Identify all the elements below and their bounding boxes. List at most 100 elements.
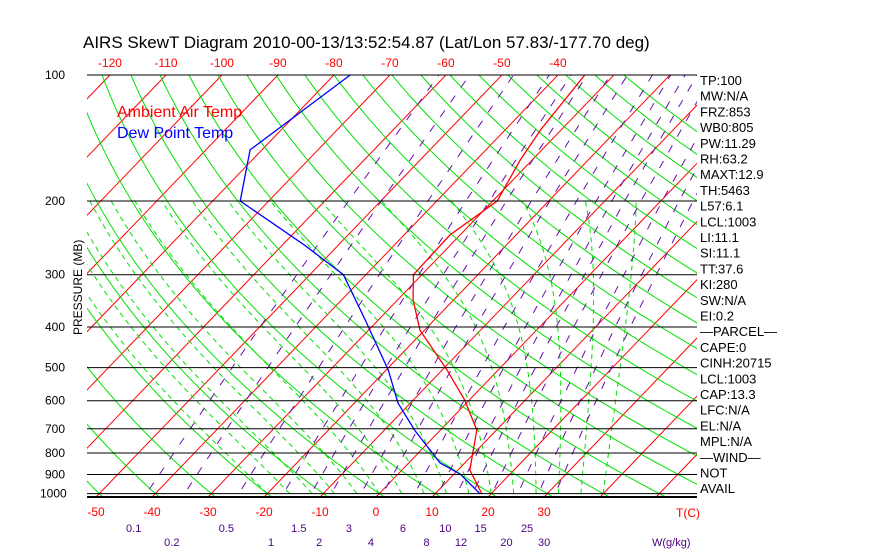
mixing-ratio-tick-label: 30 [538,537,550,549]
stat-item: RH:63.2 [700,152,748,167]
dry-adiabat-line [478,75,697,250]
isotherm-line [487,279,697,497]
bottom-temp-tick-label: 0 [373,505,380,519]
stat-item: TH:5463 [700,183,750,198]
stat-item: MAXT:12.9 [700,167,764,182]
isotherm-line [87,75,279,275]
dry-adiabat-line [333,75,697,376]
mixing-ratio-line [470,75,697,497]
isotherm-line [95,75,503,497]
pressure-tick-label: 700 [45,422,65,436]
top-temp-tick-label: -80 [325,56,343,70]
y-axis-label: PRESSURE (MB) [71,240,85,335]
stat-item: AVAIL [700,481,735,496]
dry-adiabat-line [362,75,697,350]
mixing-ratio-line [536,166,697,497]
dry-adiabat-line [507,75,697,226]
pressure-tick-label: 400 [45,320,65,334]
x-axis-label-temp: T(C) [676,506,700,520]
stat-item: SW:N/A [700,293,746,308]
pressure-tick-label: 100 [45,68,65,82]
stat-item: KI:280 [700,277,738,292]
isotherm-line [319,104,697,497]
mixing-ratio-tick-label: 1 [268,537,274,549]
pressure-tick-label: 200 [45,194,65,208]
stat-item: —PARCEL— [700,324,777,339]
stat-item: LCL:1003 [700,214,756,229]
mixing-ratio-tick-label: 8 [424,537,430,549]
dry-adiabat-line [391,75,697,324]
bottom-temp-tick-label: 30 [537,505,551,519]
mixing-ratio-line [489,100,697,497]
dry-adiabat-line [0,66,53,505]
mixing-ratio-line [553,192,697,497]
stat-item: NOT [700,466,728,481]
isotherm-line [543,337,697,497]
stat-item: LI:11.1 [700,230,739,245]
mixing-ratio-tick-label: 25 [521,523,533,535]
dewpoint-profile [239,75,481,495]
stat-item: TP:100 [700,73,742,88]
moist-adiabat-line [134,200,380,494]
dry-adiabat-line [87,480,104,497]
mixing-ratio-line [236,75,514,497]
top-temp-tick-label: -110 [154,56,177,70]
moist-adiabat-line [110,200,358,494]
top-temp-tick-label: -100 [210,56,234,70]
stat-item: EI:0.2 [700,309,734,324]
top-temp-tick-label: -70 [381,56,399,70]
stat-item: CINH:20715 [700,356,772,371]
moist-adiabat-line [87,231,313,494]
top-temp-tick-label: -60 [437,56,455,70]
isotherm-line [87,75,223,217]
pressure-tick-label: 800 [45,446,65,460]
stat-item: MPL:N/A [700,434,752,449]
bottom-temp-tick-label: 10 [425,505,439,519]
pressure-tick-label: 300 [45,268,65,282]
moist-adiabat-line [161,200,403,494]
isotherm-line [87,75,111,100]
stat-item: TT:37.6 [700,261,743,276]
mixing-ratio-line [181,75,471,497]
top-temp-tick-label: -90 [269,56,287,70]
bottom-temp-tick-label: -30 [199,505,217,519]
isotherm-line [87,75,447,449]
stat-item: —WIND— [700,450,761,465]
mixing-ratio-tick-label: 10 [439,523,451,535]
mixing-ratio-line [143,75,440,497]
mixing-ratio-tick-label: 12 [455,537,467,549]
mixing-ratio-line [280,75,550,497]
mixing-ratio-tick-label: 2 [316,537,322,549]
top-temp-tick-label: -40 [549,56,567,70]
bottom-temp-tick-label: 20 [481,505,495,519]
stat-item: MW:N/A [700,89,748,104]
mixing-ratio-line [308,75,572,497]
mixing-ratio-line [380,75,628,497]
stat-item: LCL:1003 [700,371,756,386]
stat-item: LFC:N/A [700,403,750,418]
isotherm-line [263,75,671,497]
isotherm-line [0,66,7,505]
mixing-ratio-tick-label: 3 [346,523,352,535]
moist-adiabat-line [270,200,470,494]
bottom-temp-tick-label: -40 [143,505,161,519]
stat-item: CAPE:0 [700,340,746,355]
isotherm-line [0,66,63,505]
pressure-tick-label: 600 [45,394,65,408]
temperature-profile [412,75,586,495]
mixing-ratio-tick-label: 0.5 [219,523,234,535]
dry-adiabat-line [246,75,697,457]
bottom-temp-tick-label: -10 [311,505,329,519]
mixing-ratio-tick-label: 15 [475,523,487,535]
moist-adiabat-line [227,200,447,494]
stat-item: PW:11.29 [700,136,756,151]
isotherm-line [87,75,167,158]
stat-item: FRZ:853 [700,104,751,119]
top-temp-tick-label: -120 [98,56,122,70]
stat-item: L57:6.1 [700,199,743,214]
pressure-tick-label: 1000 [40,487,67,501]
isotherm-line [151,75,559,497]
stat-item: EL:N/A [700,418,742,433]
isotherm-line [655,453,697,497]
